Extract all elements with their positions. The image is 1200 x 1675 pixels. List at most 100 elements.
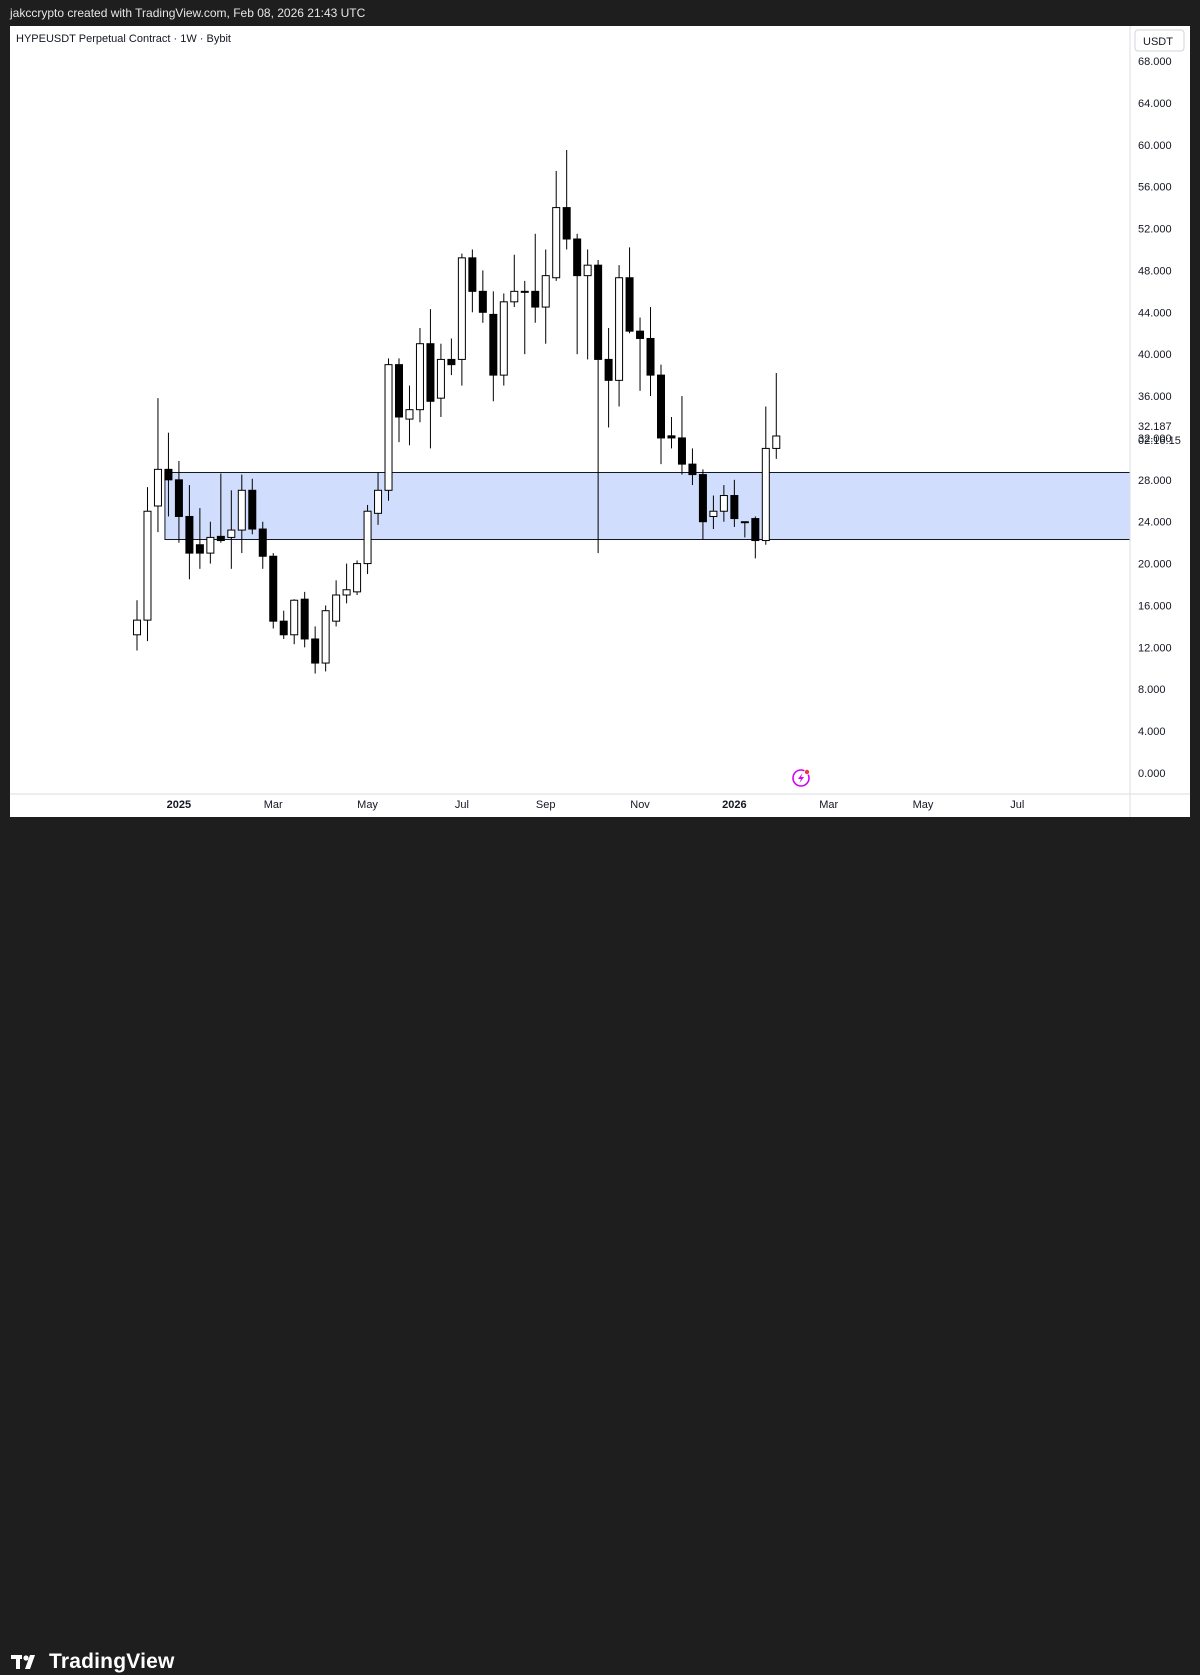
candle-body-down	[426, 343, 435, 402]
candle-11[interactable]	[237, 474, 246, 554]
candle-8[interactable]	[206, 521, 215, 564]
candles-layer	[133, 150, 781, 674]
candle-6[interactable]	[185, 485, 194, 580]
candle-2[interactable]	[143, 487, 152, 642]
candle-body-up	[552, 207, 561, 279]
candle-61[interactable]	[761, 406, 770, 545]
time-tick-label: 2026	[722, 799, 746, 811]
candle-17[interactable]	[300, 591, 309, 648]
price-tick-label: 52.000	[1138, 224, 1172, 236]
candle-body-down	[751, 518, 760, 542]
candle-46[interactable]	[604, 328, 613, 428]
brand[interactable]: TradingView	[11, 1649, 175, 1675]
chart-credit: jakccrypto created with TradingView.com,…	[10, 6, 366, 20]
candle-62[interactable]	[772, 373, 781, 459]
candle-39[interactable]	[531, 233, 540, 323]
candle-body-up	[321, 610, 330, 664]
candle-body-up	[290, 599, 299, 636]
candle-57[interactable]	[719, 485, 728, 522]
price-tick-label: 48.000	[1138, 265, 1172, 277]
price-tick-label: 12.000	[1138, 642, 1172, 654]
candle-25[interactable]	[384, 358, 393, 501]
lightning-icon[interactable]	[792, 768, 810, 787]
candle-body-down	[311, 638, 320, 664]
candle-body-down	[279, 620, 288, 636]
header-bar: jakccrypto created with TradingView.com,…	[0, 0, 1200, 26]
candle-47[interactable]	[615, 265, 624, 407]
candle-5[interactable]	[174, 460, 183, 543]
currency-selector[interactable]: USDT	[1134, 29, 1185, 52]
candle-body-up	[143, 510, 152, 621]
candle-1[interactable]	[133, 600, 141, 651]
candle-19[interactable]	[321, 605, 330, 672]
candle-16[interactable]	[290, 599, 299, 645]
candle-52[interactable]	[667, 417, 676, 449]
candle-body-up	[405, 409, 414, 420]
candle-15[interactable]	[279, 610, 288, 639]
candle-54[interactable]	[688, 448, 697, 486]
candle-12[interactable]	[248, 478, 257, 535]
candle-53[interactable]	[677, 396, 686, 475]
candle-body-up	[709, 510, 718, 517]
candle-body-down	[300, 598, 309, 640]
price-axis[interactable]: 68.000 64.000 60.000 56.000 52.000 48.000 44.0…	[1138, 56, 1172, 780]
candle-10[interactable]	[227, 490, 236, 569]
candle-21[interactable]	[342, 563, 351, 604]
candle-body-up	[615, 277, 624, 381]
currency-box[interactable]	[1134, 29, 1185, 52]
candle-50[interactable]	[646, 307, 655, 397]
candle-24[interactable]	[374, 472, 383, 525]
candle-36[interactable]	[499, 293, 508, 386]
candle-32[interactable]	[457, 253, 466, 386]
candle-body-down	[531, 290, 540, 308]
candle-33[interactable]	[468, 249, 477, 313]
time-axis[interactable]: 2025 Mar May Jul Sep Nov 2026 Mar May Jul	[167, 799, 1025, 811]
candle-27[interactable]	[405, 385, 414, 446]
candlestick-chart[interactable]: 68.000 64.000 60.000 56.000 52.000 48.000 44.0…	[10, 26, 1190, 817]
candle-body-down	[594, 264, 603, 360]
candle-56[interactable]	[709, 495, 718, 530]
candle-60[interactable]	[751, 516, 760, 559]
price-tick-label: 60.000	[1138, 140, 1172, 152]
candle-41[interactable]	[552, 170, 561, 281]
candle-40[interactable]	[541, 249, 550, 344]
time-tick-label: 2025	[167, 799, 191, 811]
candle-42[interactable]	[562, 150, 571, 250]
time-tick-label: Sep	[536, 799, 556, 811]
candle-4[interactable]	[164, 432, 173, 517]
candle-38[interactable]	[520, 280, 529, 355]
candle-body-down	[688, 463, 697, 476]
candle-23[interactable]	[363, 504, 372, 575]
candle-13[interactable]	[258, 521, 267, 569]
candle-44[interactable]	[583, 249, 592, 360]
candle-49[interactable]	[636, 317, 645, 391]
candle-7[interactable]	[195, 508, 204, 569]
candle-31[interactable]	[447, 338, 456, 376]
candle-30[interactable]	[436, 343, 445, 417]
candle-59[interactable]	[740, 521, 749, 538]
candle-48[interactable]	[625, 247, 634, 334]
candle-body-up	[206, 536, 215, 554]
candle-14[interactable]	[269, 553, 278, 629]
candle-37[interactable]	[510, 254, 519, 308]
candle-22[interactable]	[353, 560, 362, 595]
candle-body-down	[489, 313, 498, 376]
candle-55[interactable]	[698, 469, 707, 540]
candle-3[interactable]	[153, 398, 162, 533]
candle-43[interactable]	[573, 233, 582, 355]
candle-28[interactable]	[415, 328, 424, 423]
candle-9[interactable]	[216, 473, 225, 543]
candle-20[interactable]	[332, 580, 341, 627]
candle-51[interactable]	[657, 364, 665, 465]
candle-body-up	[237, 489, 246, 531]
candle-26[interactable]	[395, 358, 403, 443]
candle-45[interactable]	[594, 259, 603, 554]
time-tick-label: Mar	[819, 799, 838, 811]
candle-58[interactable]	[730, 479, 739, 527]
candle-body-down	[698, 474, 707, 523]
candle-29[interactable]	[426, 309, 435, 449]
candle-18[interactable]	[311, 626, 320, 674]
candle-34[interactable]	[478, 270, 487, 323]
candle-35[interactable]	[489, 291, 498, 402]
candle-body-up	[457, 257, 466, 360]
